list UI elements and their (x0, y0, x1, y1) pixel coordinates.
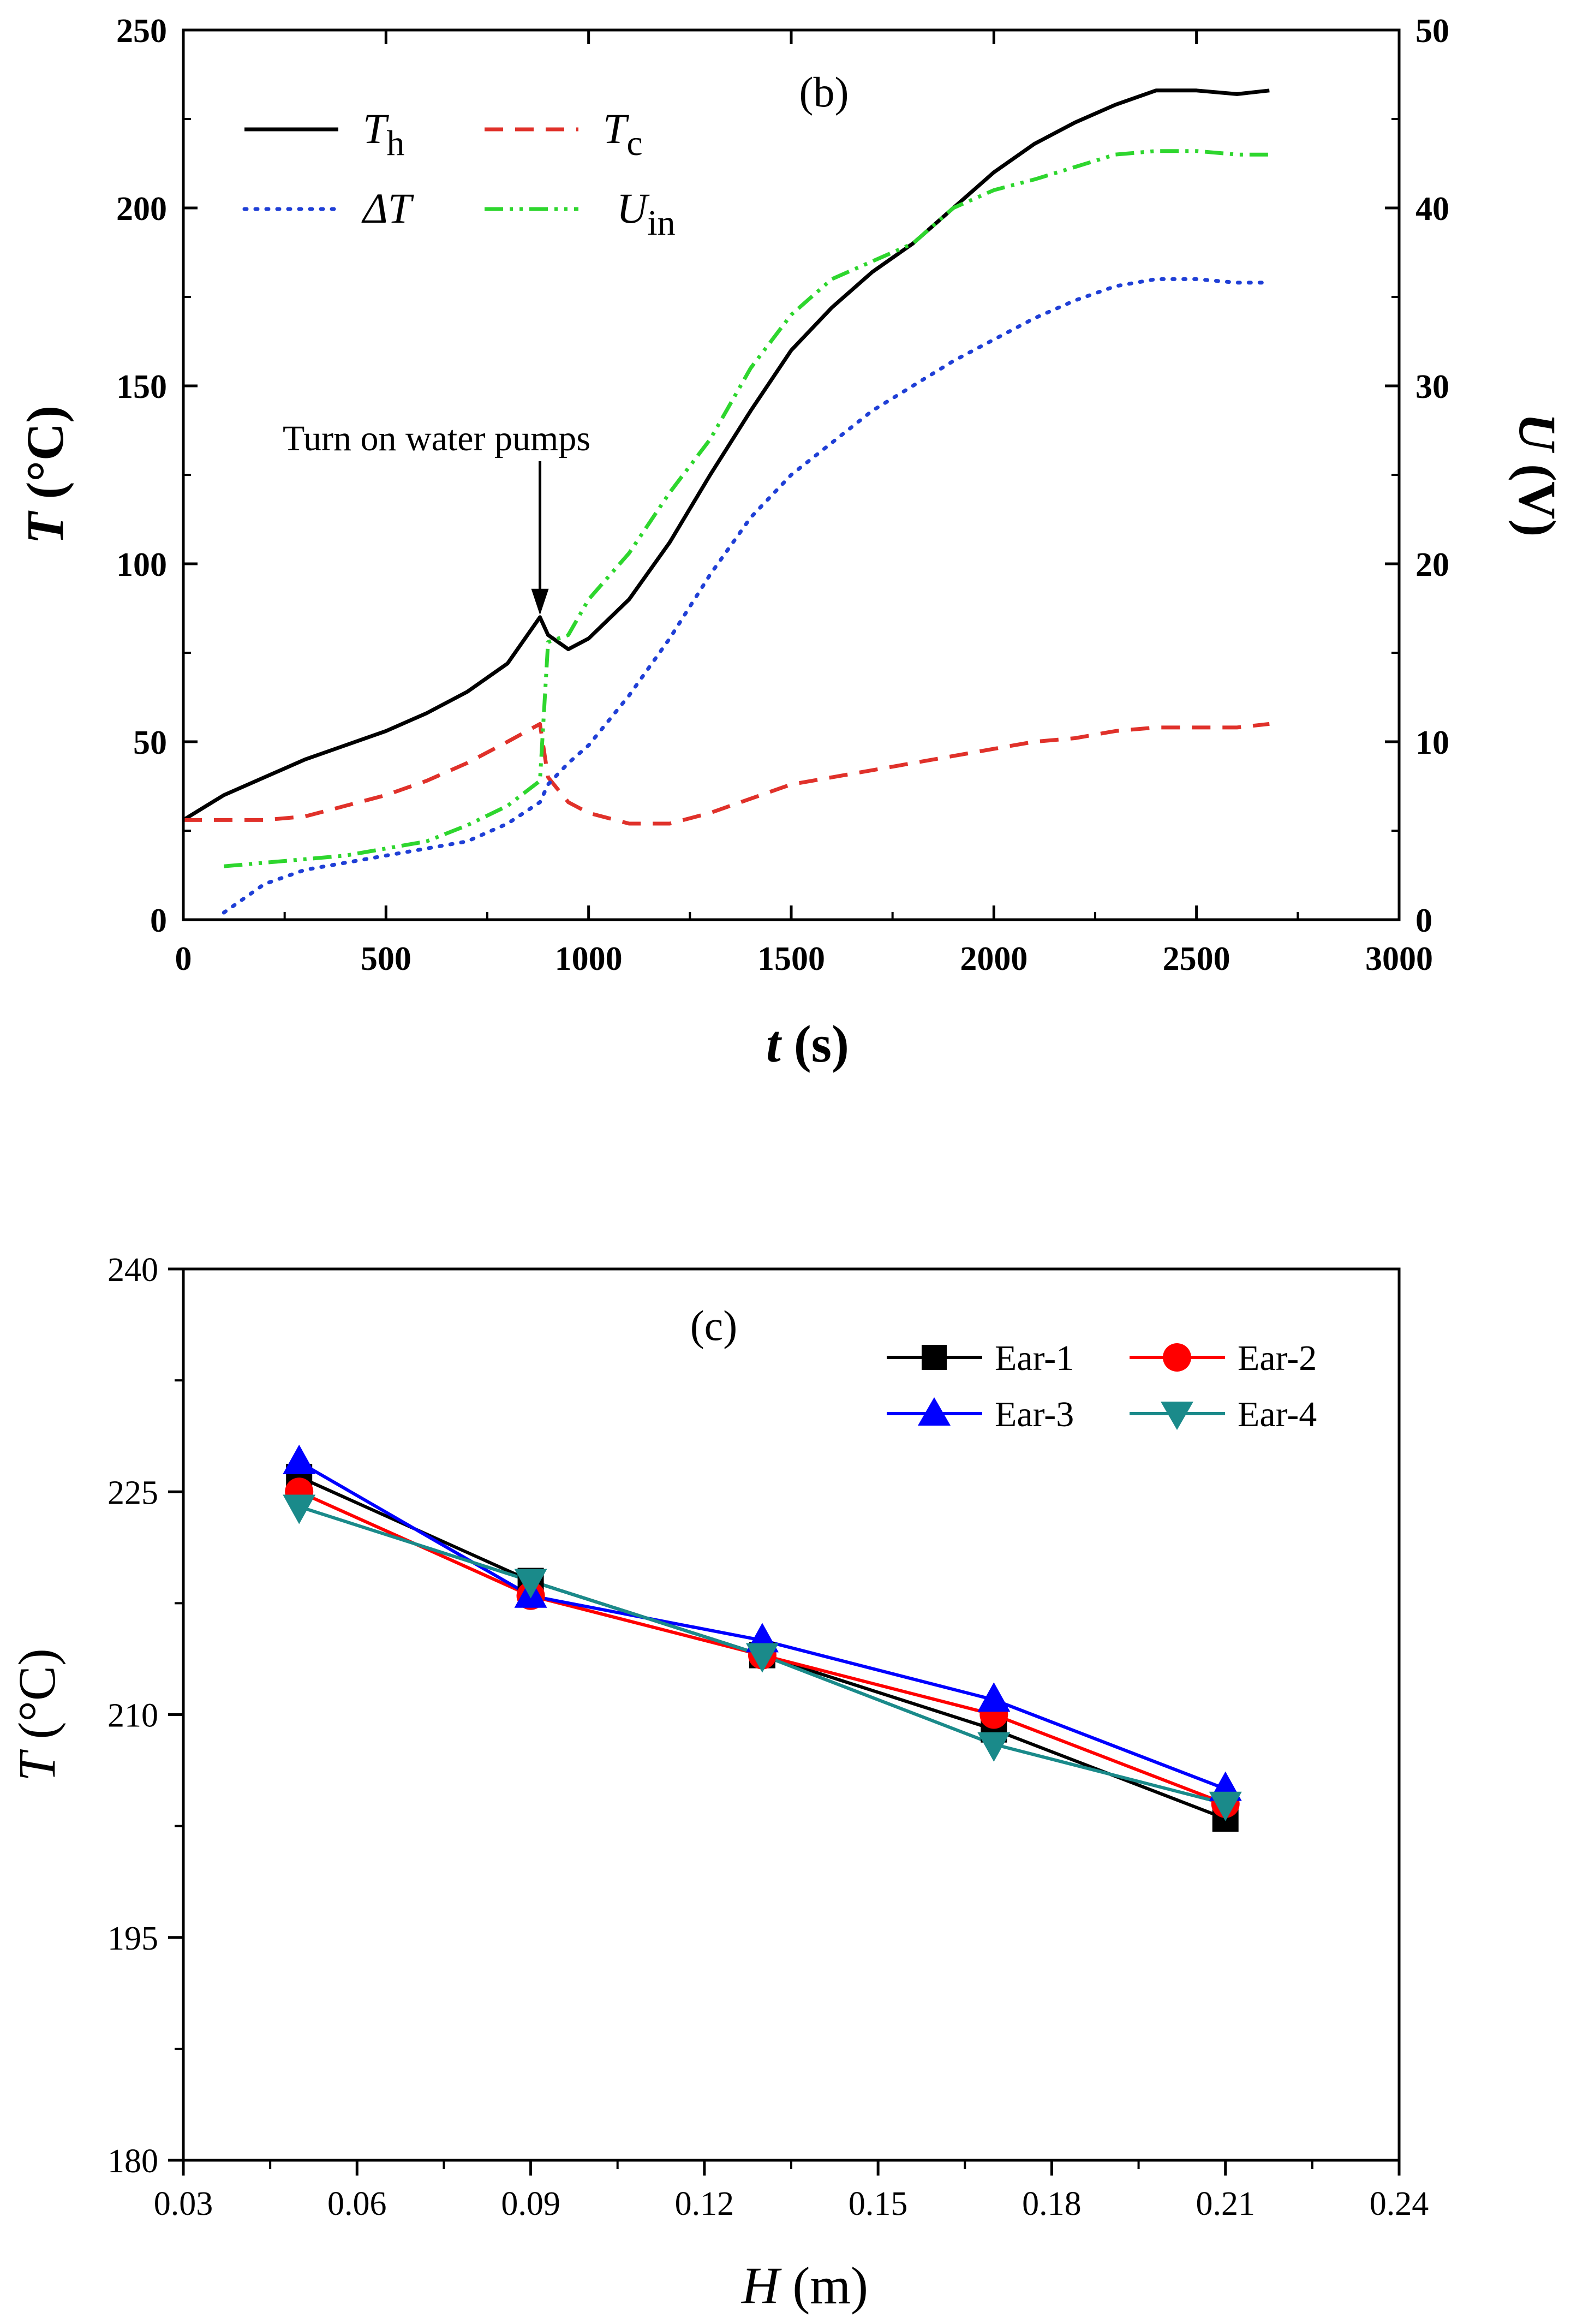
x-tick-label: 0.03 (154, 2185, 213, 2222)
panel-c-ticks: 0.03 0.06 0.09 0.12 0.15 0.18 0.21 0.24 180 195 21… (107, 1252, 1429, 2222)
x-tick-label: 0.12 (675, 2185, 734, 2222)
legend-marker-ear3 (918, 1397, 951, 1426)
y-tick-label: 195 (107, 1920, 158, 1957)
x-tick-label: 0 (175, 940, 192, 978)
legend-label-th: Th (363, 105, 404, 163)
y-tick-label: 0 (150, 902, 167, 939)
annotation-arrowhead (531, 588, 549, 615)
panel-c-plot-frame (182, 1267, 1401, 2162)
x-tick-label: 3000 (1365, 940, 1433, 978)
x-tick-label: 2500 (1163, 940, 1230, 978)
y2-tick-label: 20 (1415, 546, 1449, 583)
x-tick-label: 0.06 (327, 2185, 387, 2222)
data-point-ear-4 (283, 1494, 316, 1524)
y-tick-label: 100 (116, 546, 167, 583)
data-point-ear-4 (745, 1643, 779, 1673)
x-tick-label: 0.24 (1370, 2185, 1429, 2222)
x-tick-label: 1500 (757, 940, 825, 978)
y2-tick-label: 10 (1415, 724, 1449, 761)
panel-b-legend: Th Tc ΔT Uin (242, 105, 676, 243)
y-tick-label: 200 (116, 190, 167, 228)
y2-tick-label: 40 (1415, 190, 1449, 228)
series-line-tc (183, 722, 1270, 826)
data-point-ear-3 (977, 1682, 1011, 1712)
legend-label-dt: ΔT (361, 184, 414, 232)
series-line-th (182, 88, 1270, 822)
x-tick-label: 0.18 (1022, 2185, 1082, 2222)
panel-c-label: (c) (690, 1302, 738, 1349)
x-tick-label: 0.09 (501, 2185, 560, 2222)
panel-b-ticks: 0 500 1000 1500 2000 2500 30000501001502002500… (116, 13, 1449, 978)
panel-b-chart: 0 500 1000 1500 2000 2500 30000501001502002500… (16, 13, 1567, 1073)
data-point-ear-4 (514, 1569, 547, 1599)
panel-c-chart: 0.03 0.06 0.09 0.12 0.15 0.18 0.21 0.24 180 195 21… (8, 1252, 1429, 2315)
y-tick-label: 210 (107, 1697, 158, 1735)
x-tick-label: 2000 (960, 940, 1028, 978)
panel-b-y-axis-label: T (°C) (16, 406, 74, 544)
legend-label-uin: Uin (617, 184, 676, 243)
y-tick-label: 50 (133, 724, 167, 761)
legend-label-ear2: Ear-2 (1238, 1338, 1317, 1378)
y-tick-label: 150 (116, 368, 167, 406)
legend-marker-ear2 (1163, 1343, 1191, 1372)
data-point-ear-4 (977, 1732, 1011, 1762)
panel-b-x-axis-label: t (s) (766, 1015, 849, 1073)
series-line-dt (222, 277, 1271, 915)
panel-b-series (182, 88, 1271, 915)
x-tick-label: 0.15 (849, 2185, 908, 2222)
legend-marker-ear4 (1161, 1402, 1193, 1430)
legend-label-ear1: Ear-1 (995, 1338, 1074, 1378)
legend-label-ear4: Ear-4 (1238, 1395, 1317, 1434)
series-line-uin (223, 149, 1270, 868)
y2-tick-label: 50 (1415, 13, 1449, 50)
panel-b-y2-axis-label: U (V) (1508, 413, 1567, 537)
y-tick-label: 225 (107, 1474, 158, 1511)
data-point-ear-3 (283, 1444, 316, 1474)
legend-label-tc: Tc (603, 105, 643, 163)
panel-b-label: (b) (799, 68, 849, 116)
panel-c-legend: Ear-1 Ear-2 Ear-3 Ear-4 (887, 1338, 1317, 1434)
y2-tick-label: 30 (1415, 368, 1449, 406)
y-tick-label: 180 (107, 2143, 158, 2180)
y2-tick-label: 0 (1415, 902, 1432, 939)
annotation-water-pumps: Turn on water pumps (283, 419, 590, 458)
legend-label-ear3: Ear-3 (995, 1395, 1074, 1434)
legend-marker-ear1 (922, 1345, 947, 1370)
panel-c-x-axis-label: H (m) (740, 2256, 868, 2315)
panel-c-series (283, 1444, 1242, 1832)
data-point-ear-4 (1209, 1791, 1242, 1821)
x-tick-label: 0.21 (1196, 2185, 1255, 2222)
y-tick-label: 250 (116, 13, 167, 50)
panel-c-y-axis-label: T (°C) (8, 1648, 66, 1781)
y-tick-label: 240 (107, 1252, 158, 1289)
x-tick-label: 500 (361, 940, 411, 978)
x-tick-label: 1000 (555, 940, 623, 978)
